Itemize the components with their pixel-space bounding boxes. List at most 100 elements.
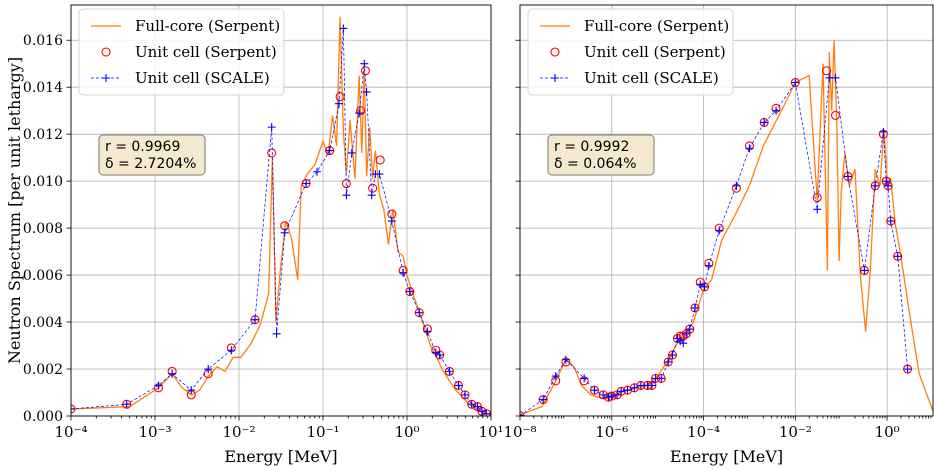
plot-area bbox=[71, 16, 491, 416]
scale-point bbox=[267, 123, 276, 132]
serpent-point bbox=[368, 183, 378, 193]
scale-point bbox=[903, 365, 912, 374]
x-axis-label: Energy [MeV] bbox=[670, 447, 783, 466]
scale-point bbox=[399, 268, 408, 277]
scale-point bbox=[347, 148, 356, 157]
legend-label: Full-core (Serpent) bbox=[135, 17, 280, 35]
legend-marker-serpent bbox=[550, 47, 560, 57]
scale-point bbox=[339, 24, 348, 33]
scale-point bbox=[871, 181, 880, 190]
scale-point bbox=[477, 407, 486, 416]
scale-point bbox=[647, 381, 656, 390]
scale-point bbox=[745, 144, 754, 153]
scale-point bbox=[679, 339, 688, 348]
legend-marker-scale bbox=[102, 74, 110, 82]
series-2 bbox=[520, 66, 913, 416]
scale-point bbox=[387, 217, 396, 226]
x-tick-label: 10⁻⁸ bbox=[503, 423, 536, 441]
scale-point bbox=[590, 386, 599, 395]
serpent-point bbox=[375, 155, 385, 165]
series-3 bbox=[520, 73, 912, 416]
scale-point bbox=[122, 400, 131, 409]
y-tick-label: 0.004 bbox=[23, 315, 63, 331]
legend-marker-serpent bbox=[101, 47, 111, 57]
scale-point bbox=[732, 181, 741, 190]
axes-frame bbox=[519, 4, 934, 417]
scale-point bbox=[415, 308, 424, 317]
plot-area bbox=[520, 40, 933, 416]
legend-label: Unit cell (Serpent) bbox=[584, 43, 726, 61]
scale-point bbox=[551, 372, 560, 381]
scale-point bbox=[886, 217, 895, 226]
serpent-point bbox=[267, 148, 277, 158]
y-tick-label: 0.010 bbox=[23, 174, 63, 190]
scale-point bbox=[682, 329, 691, 338]
full-core-line bbox=[71, 16, 491, 416]
annotation-r: r = 0.9992 bbox=[554, 139, 629, 155]
legend-marker-scale bbox=[551, 74, 559, 82]
x-tick-label: 10⁰ bbox=[875, 423, 900, 441]
y-tick-label: 0.008 bbox=[23, 221, 63, 237]
legend-box bbox=[527, 8, 734, 96]
scale-point bbox=[325, 146, 334, 155]
scale-point bbox=[423, 327, 432, 336]
legend-label: Unit cell (SCALE) bbox=[135, 69, 270, 87]
scale-point bbox=[227, 346, 236, 355]
annotation-box bbox=[98, 134, 206, 176]
scale-point bbox=[599, 390, 608, 399]
panel-1: 10⁻⁴ 10⁻³ 10⁻² 10⁻¹ 10⁰ 10¹ 0.000 0.002 0.004 0.0… bbox=[5, 4, 504, 466]
scale-point bbox=[362, 87, 371, 96]
serpent-point bbox=[812, 193, 822, 203]
y-tick-label: 0.002 bbox=[23, 362, 63, 378]
scale-point bbox=[520, 411, 524, 416]
scale-point bbox=[360, 59, 369, 68]
x-tick-label: 10⁻¹ bbox=[306, 423, 339, 441]
scale-point bbox=[482, 409, 491, 416]
scale-line bbox=[520, 77, 908, 416]
full-core-line bbox=[520, 40, 933, 416]
scale-point bbox=[454, 381, 463, 390]
scale-point bbox=[696, 280, 705, 289]
ticks bbox=[66, 39, 492, 421]
scale-point bbox=[760, 118, 769, 127]
legend-box bbox=[78, 8, 285, 96]
scale-point bbox=[280, 228, 289, 237]
x-tick-label: 10⁻⁴ bbox=[54, 423, 87, 441]
scale-point bbox=[604, 393, 613, 402]
scale-point bbox=[467, 400, 476, 409]
x-tick-label: 10⁰ bbox=[394, 423, 419, 441]
annotation-r: r = 0.9969 bbox=[105, 139, 180, 155]
scale-point bbox=[435, 350, 444, 359]
scale-point bbox=[342, 191, 351, 200]
scale-point bbox=[879, 127, 888, 136]
scale-point bbox=[367, 191, 376, 200]
scale-point bbox=[813, 205, 822, 214]
y-tick-label: 0.014 bbox=[23, 80, 63, 96]
scale-point bbox=[690, 303, 699, 312]
serpent-point bbox=[830, 110, 841, 120]
scale-point bbox=[623, 386, 632, 395]
annotation-delta: δ = 2.7204% bbox=[105, 156, 197, 172]
scale-point bbox=[334, 99, 343, 108]
scale-point bbox=[664, 357, 673, 366]
x-tick-label: 10⁻⁶ bbox=[595, 423, 628, 441]
annotation-box bbox=[547, 134, 655, 176]
legend-label: Unit cell (SCALE) bbox=[584, 69, 719, 87]
scale-point bbox=[617, 387, 626, 396]
scale-point bbox=[204, 365, 213, 374]
scale-point bbox=[375, 170, 384, 179]
scale-point bbox=[355, 109, 364, 118]
scale-point bbox=[250, 315, 259, 324]
x-tick-label: 10⁻² bbox=[222, 423, 255, 441]
x-tick-label: 10⁻³ bbox=[138, 423, 171, 441]
serpent-point bbox=[335, 92, 345, 102]
scale-point bbox=[668, 350, 677, 359]
y-tick-label: 0.006 bbox=[23, 268, 63, 284]
x-tick-label: 10⁻² bbox=[779, 423, 812, 441]
scale-point bbox=[884, 181, 893, 190]
scale-line bbox=[71, 28, 487, 415]
annotation-delta: δ = 0.064% bbox=[554, 156, 637, 172]
